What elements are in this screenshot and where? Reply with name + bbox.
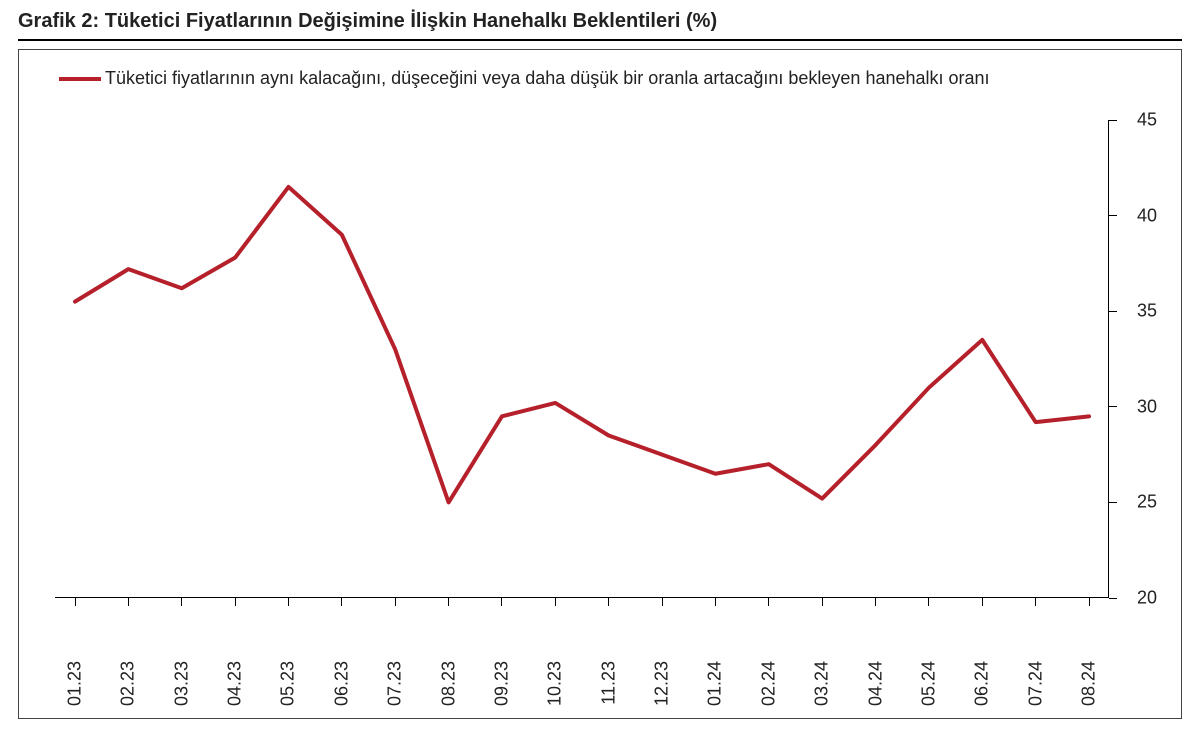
y-tick (1109, 502, 1117, 503)
x-tick (75, 598, 76, 606)
y-axis-labels: 202530354045 (1117, 120, 1157, 598)
y-tick-label: 35 (1137, 301, 1157, 322)
chart-wrap: Tüketici fiyatlarının aynı kalacağını, d… (18, 49, 1182, 719)
x-tick (341, 598, 342, 606)
x-tick (128, 598, 129, 606)
y-tick-label: 25 (1137, 492, 1157, 513)
x-tick-label: 03.24 (812, 661, 833, 751)
legend-label: Tüketici fiyatlarının aynı kalacağını, d… (105, 68, 990, 89)
x-tick-label: 09.23 (491, 661, 512, 751)
x-tick-label: 01.24 (705, 661, 726, 751)
x-tick (822, 598, 823, 606)
line-path (75, 187, 1089, 502)
x-tick (982, 598, 983, 606)
chart-frame: Tüketici fiyatlarının aynı kalacağını, d… (18, 49, 1182, 719)
x-tick-label: 08.23 (438, 661, 459, 751)
x-ticks (55, 598, 1109, 606)
x-tick-label: 02.23 (118, 661, 139, 751)
x-tick (501, 598, 502, 606)
legend: Tüketici fiyatlarının aynı kalacağını, d… (59, 68, 990, 89)
y-tick-label: 20 (1137, 588, 1157, 609)
x-tick-label: 08.24 (1079, 661, 1100, 751)
x-tick-label: 01.23 (65, 661, 86, 751)
title-bar: Grafik 2: Tüketici Fiyatlarının Değişimi… (18, 10, 1182, 41)
x-tick-label: 03.23 (171, 661, 192, 751)
line-series (55, 120, 1109, 598)
x-tick (715, 598, 716, 606)
x-tick (181, 598, 182, 606)
x-axis-labels: 01.2302.2303.2304.2305.2306.2307.2308.23… (55, 610, 1109, 710)
x-tick-label: 05.23 (278, 661, 299, 751)
y-tick-label: 30 (1137, 396, 1157, 417)
x-tick (1035, 598, 1036, 606)
x-tick (928, 598, 929, 606)
y-tick (1109, 120, 1117, 121)
x-tick-label: 02.24 (758, 661, 779, 751)
x-tick (448, 598, 449, 606)
x-tick (768, 598, 769, 606)
legend-swatch (59, 77, 101, 81)
chart-container: Grafik 2: Tüketici Fiyatlarının Değişimi… (0, 0, 1200, 749)
x-tick-label: 06.24 (972, 661, 993, 751)
y-tick-label: 40 (1137, 205, 1157, 226)
x-tick-label: 04.23 (225, 661, 246, 751)
x-tick (235, 598, 236, 606)
y-tick (1109, 215, 1117, 216)
x-tick (662, 598, 663, 606)
x-tick-label: 12.23 (652, 661, 673, 751)
plot-area: 202530354045 01.2302.2303.2304.2305.2306… (55, 120, 1109, 598)
x-tick-label: 04.24 (865, 661, 886, 751)
y-tick (1109, 311, 1117, 312)
x-tick (555, 598, 556, 606)
x-tick (1089, 598, 1090, 606)
x-tick-label: 11.23 (598, 661, 619, 751)
x-tick (608, 598, 609, 606)
x-tick-label: 06.23 (331, 661, 352, 751)
x-tick-label: 07.24 (1025, 661, 1046, 751)
y-tick (1109, 406, 1117, 407)
chart-title: Grafik 2: Tüketici Fiyatlarının Değişimi… (18, 10, 1182, 33)
x-tick-label: 05.24 (918, 661, 939, 751)
y-tick (1109, 598, 1117, 599)
x-tick-label: 10.23 (545, 661, 566, 751)
x-tick-label: 07.23 (385, 661, 406, 751)
x-tick (875, 598, 876, 606)
x-tick (288, 598, 289, 606)
x-tick (395, 598, 396, 606)
y-tick-label: 45 (1137, 110, 1157, 131)
